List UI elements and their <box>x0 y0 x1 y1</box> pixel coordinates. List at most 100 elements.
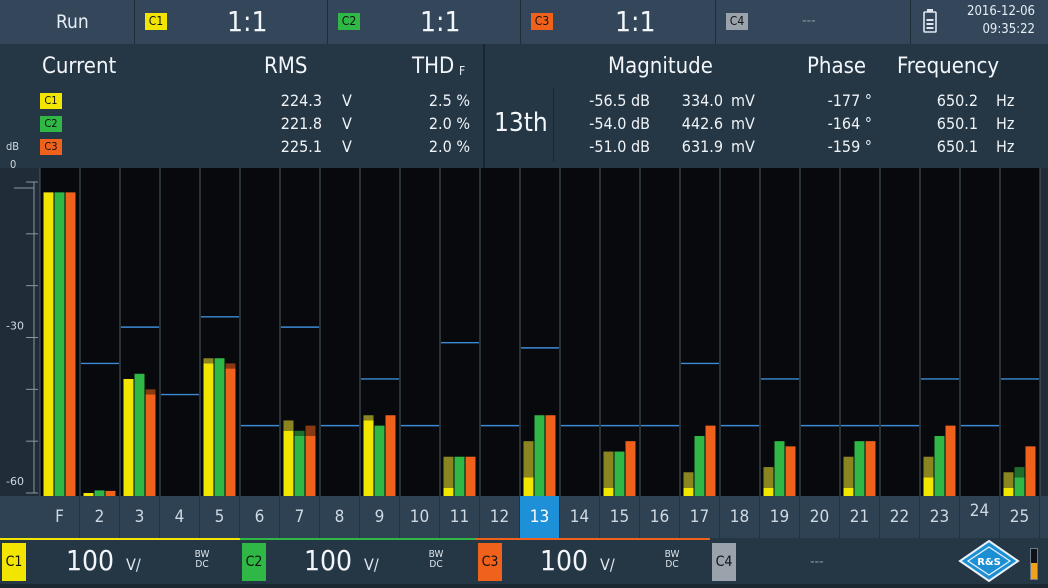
harmonic-tab-7[interactable]: 7 <box>280 496 320 538</box>
harmonic-bar-peak <box>683 472 694 488</box>
harmonic-tab-24[interactable]: 24 <box>960 496 1000 538</box>
harmonic-tab-8[interactable]: 8 <box>320 496 360 538</box>
thd-value-c2: 2.0 % <box>428 114 470 133</box>
phase-value-c2: -164 ° <box>827 114 872 133</box>
mag-value-c1: 334.0 <box>681 91 723 110</box>
run-indicator[interactable]: Run <box>0 0 135 44</box>
harmonic-tab-14[interactable]: 14 <box>560 496 600 538</box>
row-badge-c1: C1 <box>40 93 62 109</box>
c2-ratio: 1:1 <box>420 5 461 38</box>
harmonic-tab-4[interactable]: 4 <box>160 496 200 538</box>
probe-c1[interactable]: C1 1:1 <box>135 0 328 44</box>
harmonic-bar <box>705 425 716 496</box>
probe-c3[interactable]: C3 1:1 <box>521 0 716 44</box>
ch3-line <box>476 538 710 540</box>
harmonic-tab-10[interactable]: 10 <box>400 496 440 538</box>
harmonic-bar <box>763 487 774 496</box>
harmonic-tab-12[interactable]: 12 <box>480 496 520 538</box>
ch2-dc: DC <box>429 559 443 570</box>
freq-unit-c2: Hz <box>996 114 1015 133</box>
phase-value-c3: -159 ° <box>827 137 872 156</box>
harmonic-bar <box>363 420 374 496</box>
ch3-setting[interactable]: C3 100 V/ BW DC <box>476 538 710 584</box>
ch1-setting[interactable]: C1 100 V/ BW DC <box>0 538 240 584</box>
harmonic-tab-21[interactable]: 21 <box>840 496 880 538</box>
battery-icon <box>923 9 937 33</box>
harmonic-tab-11[interactable]: 11 <box>440 496 480 538</box>
harmonic-bar <box>214 358 225 496</box>
rms-unit-c3: V <box>342 137 352 156</box>
harmonic-bar <box>283 430 294 496</box>
harmonics-chart[interactable]: -30 -60 <box>0 168 1048 496</box>
c3-ratio: 1:1 <box>615 5 656 38</box>
ch3-badge: C3 <box>478 543 502 581</box>
harmonic-tab-3[interactable]: 3 <box>120 496 160 538</box>
freq-value-c2: 650.1 <box>936 114 978 133</box>
measurement-panel: Current RMS THD F Magnitude Phase Freque… <box>0 44 1048 171</box>
harmonic-tab-15[interactable]: 15 <box>600 496 640 538</box>
harmonic-selected-label[interactable]: 13th <box>494 108 548 138</box>
c4-ratio: --- <box>802 13 816 29</box>
mag-value-c3: 631.9 <box>681 137 723 156</box>
harmonic-bar <box>1025 446 1036 496</box>
harmonic-tab-2[interactable]: 2 <box>80 496 120 538</box>
harmonic-bar-peak <box>1003 472 1014 488</box>
harmonic-bar <box>1003 487 1014 496</box>
rohde-schwarz-logo-icon: R&S <box>958 539 1020 583</box>
harmonic-bar <box>945 425 956 496</box>
harmonic-bar <box>454 456 465 496</box>
ch4-setting[interactable]: C4 --- <box>710 538 940 584</box>
harmonic-tab-F[interactable]: F <box>40 496 80 538</box>
harmonic-tab-9[interactable]: 9 <box>360 496 400 538</box>
mag-db-c1: -56.5 dB <box>589 91 650 110</box>
harmonic-bar-peak <box>225 363 236 369</box>
thd-subscript: F <box>459 64 466 78</box>
harmonic-bar <box>923 477 934 496</box>
probe-c4[interactable]: C4 --- <box>716 0 911 44</box>
clock-area: 2016-12-06 09:35:22 <box>911 0 1048 44</box>
harmonic-tab-6[interactable]: 6 <box>240 496 280 538</box>
harmonic-tab-13[interactable]: 13 <box>520 496 560 538</box>
harmonic-tab-20[interactable]: 20 <box>800 496 840 538</box>
mag-unit-c1: mV <box>731 91 755 110</box>
harmonics-chart-svg: -30 -60 <box>0 168 1048 496</box>
harmonic-tab-18[interactable]: 18 <box>720 496 760 538</box>
harmonic-bar-peak <box>305 425 316 436</box>
mag-unit-c2: mV <box>731 114 755 133</box>
harmonic-bar <box>305 435 316 496</box>
harmonic-bar-peak <box>294 430 305 436</box>
harmonic-tab-22[interactable]: 22 <box>880 496 920 538</box>
freq-value-c3: 650.1 <box>936 137 978 156</box>
harmonic-bar <box>934 435 945 496</box>
c1-badge: C1 <box>145 13 167 30</box>
ch2-bw: BW <box>428 549 444 560</box>
row-badge-c3: C3 <box>40 139 62 155</box>
harmonic-bar <box>854 441 865 496</box>
harmonic-bar <box>225 368 236 496</box>
harmonic-bar-peak <box>603 451 614 488</box>
harmonic-tab-23[interactable]: 23 <box>920 496 960 538</box>
thd-value-c3: 2.0 % <box>428 137 470 156</box>
harmonic-bar <box>694 435 705 496</box>
logo-text: R&S <box>977 557 1001 568</box>
magnitude-label: Magnitude <box>608 54 713 79</box>
rms-value-c2: 221.8 <box>280 114 322 133</box>
ch2-setting[interactable]: C2 100 V/ BW DC <box>240 538 476 584</box>
harmonic-bar <box>614 451 625 496</box>
harmonic-bar <box>203 363 214 496</box>
c1-ratio: 1:1 <box>227 5 268 38</box>
harmonic-axis: F 2 3 4 5 6 7 8 9 10 11 12 13 14 15 16 17 18 19 20 21 22 23 24 2… <box>0 496 1048 538</box>
harmonic-bar-peak <box>843 456 854 488</box>
harmonic-tab-19[interactable]: 19 <box>760 496 800 538</box>
harmonic-tab-25[interactable]: 25 <box>1000 496 1040 538</box>
harmonic-tab-5[interactable]: 5 <box>200 496 240 538</box>
ch3-scale: 100 <box>540 544 589 577</box>
harmonic-bar <box>123 378 134 496</box>
harmonic-tab-16[interactable]: 16 <box>640 496 680 538</box>
harmonic-bar <box>94 490 105 496</box>
harmonic-bar-peak <box>203 358 214 364</box>
probe-c2[interactable]: C2 1:1 <box>328 0 521 44</box>
y-axis-unit: dB <box>6 140 20 153</box>
harmonic-tab-17[interactable]: 17 <box>680 496 720 538</box>
freq-unit-c1: Hz <box>996 91 1015 110</box>
